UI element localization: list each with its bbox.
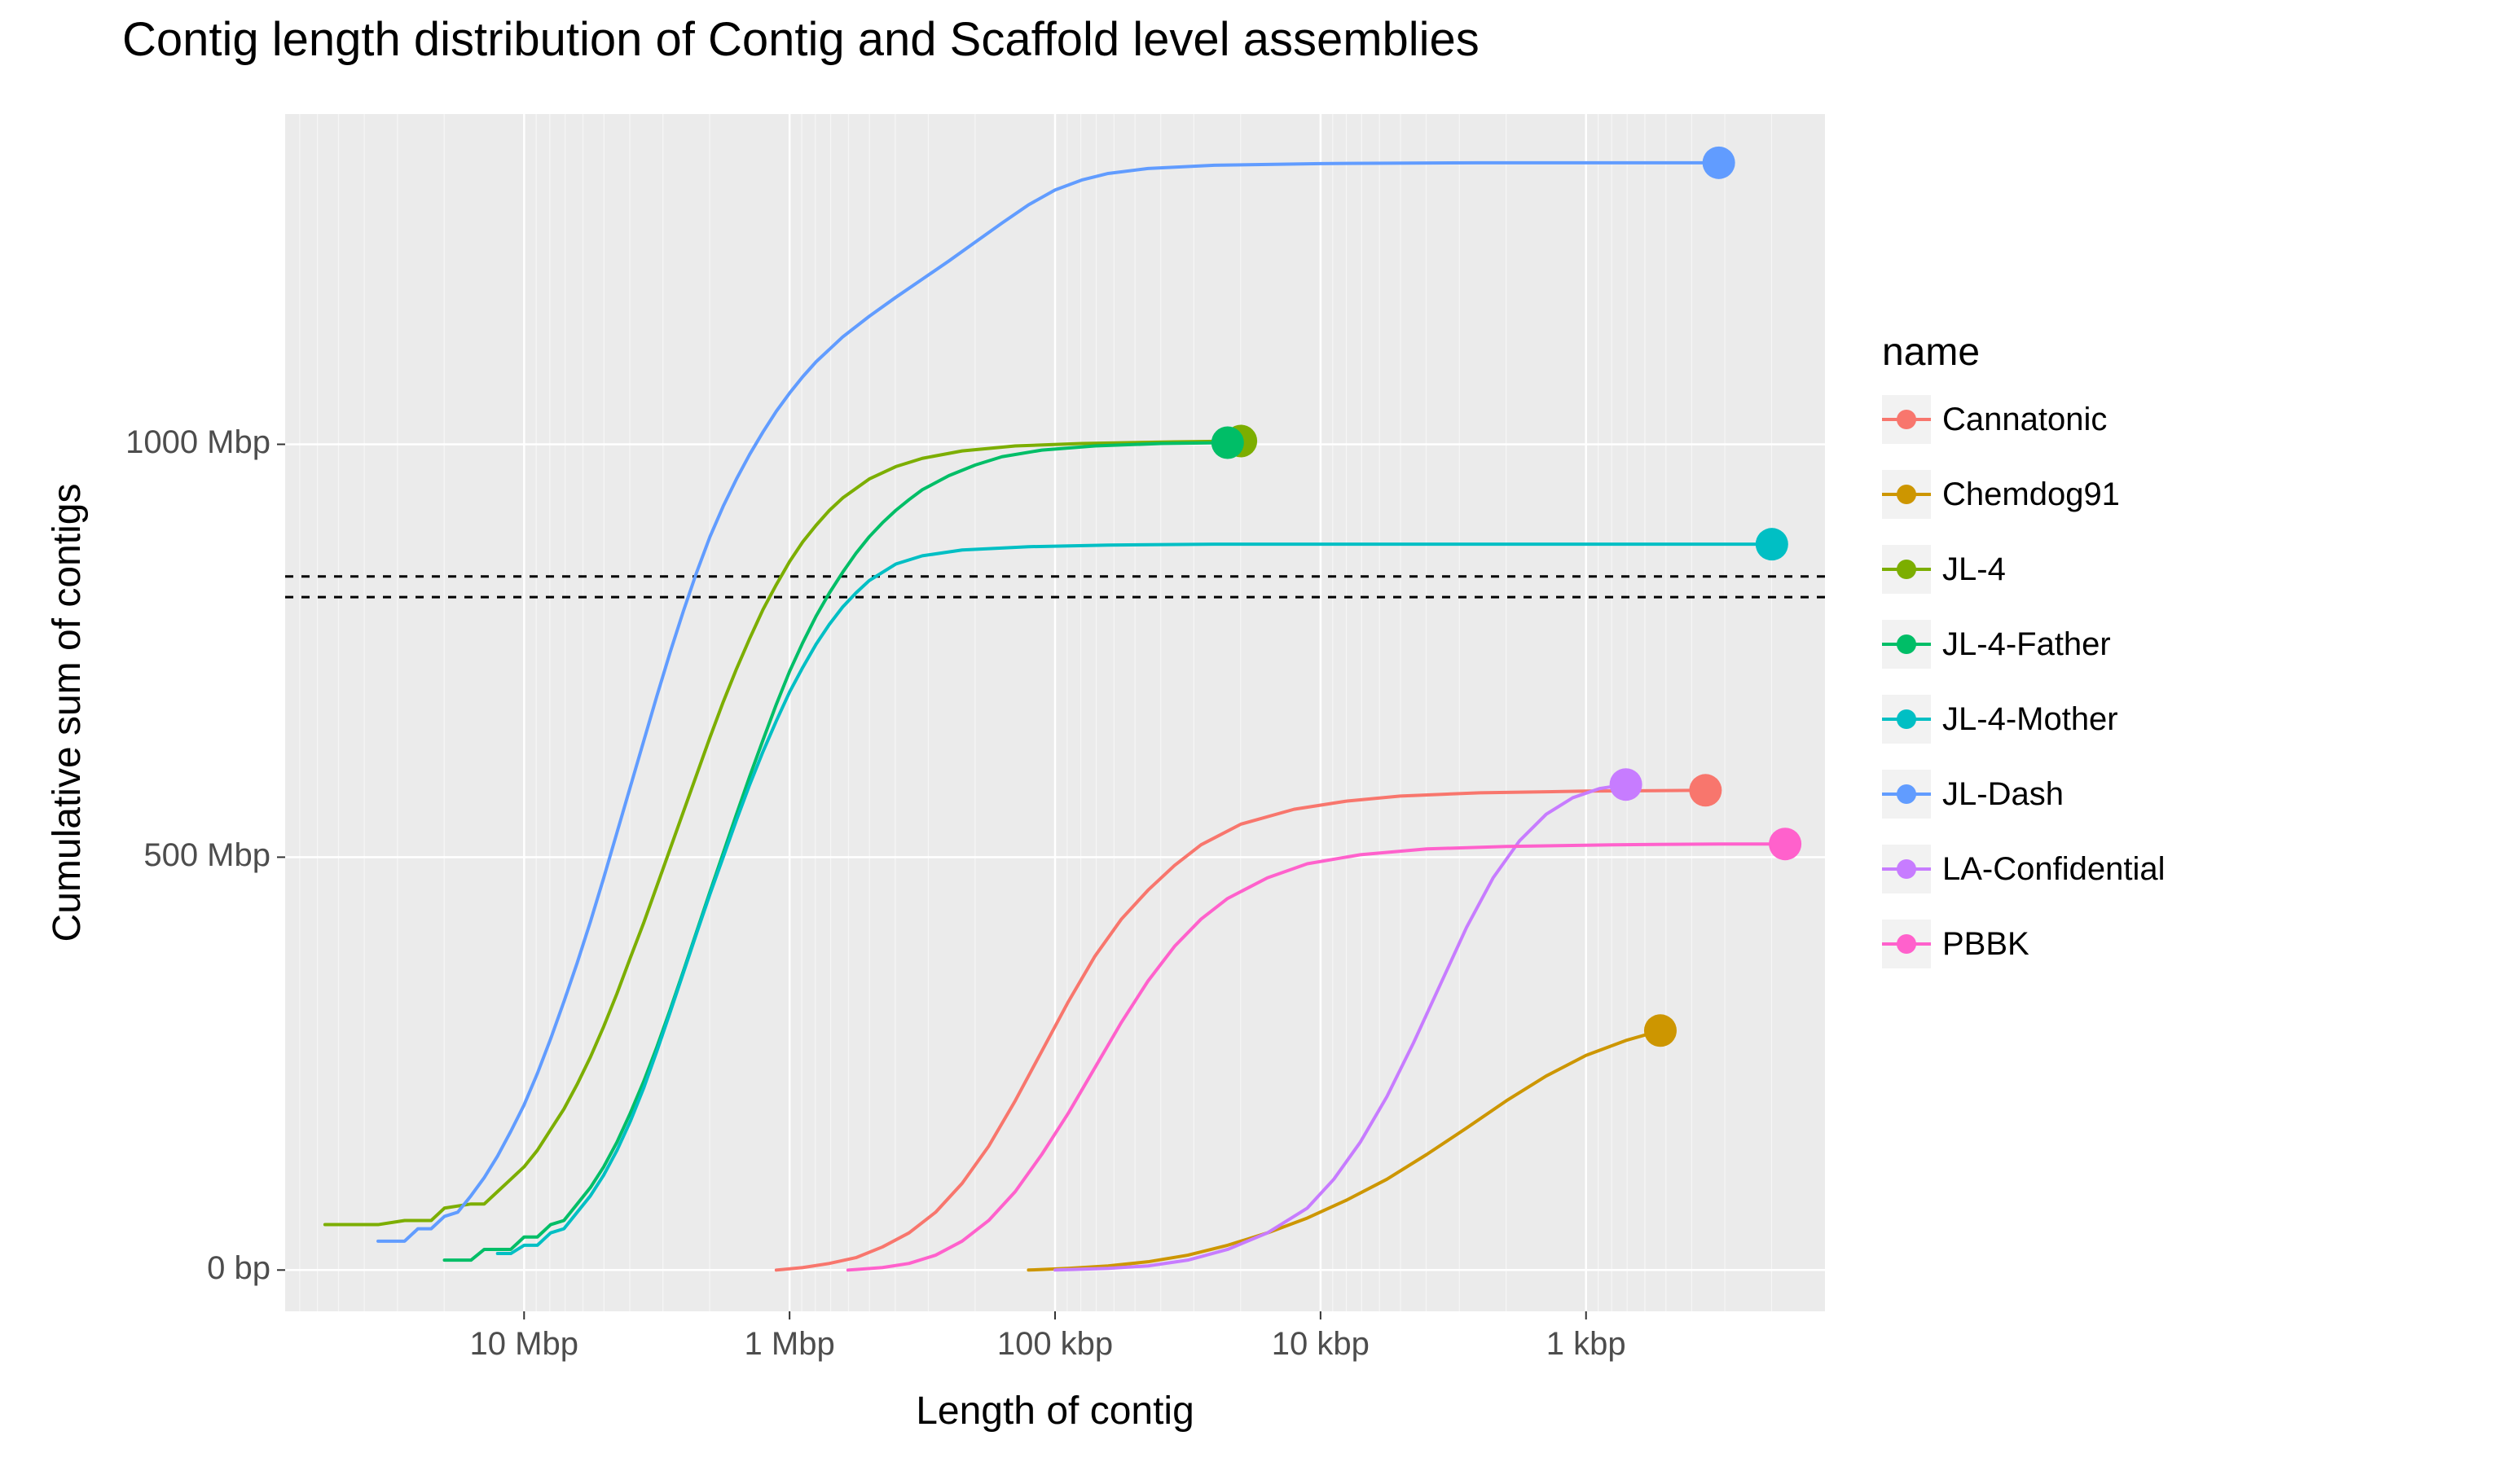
series-end-marker [1211, 426, 1244, 459]
y-tick-label: 500 Mbp [143, 837, 270, 874]
legend-label: Cannatonic [1942, 402, 2107, 438]
legend-key [1882, 620, 1931, 669]
legend-key [1882, 695, 1931, 744]
series-end-marker [1610, 768, 1642, 801]
legend-key [1882, 845, 1931, 893]
legend-item: JL-4-Father [1882, 620, 2111, 669]
x-tick-label: 10 kbp [1223, 1326, 1418, 1363]
legend-label: LA-Confidential [1942, 851, 2166, 888]
legend-item: Cannatonic [1882, 395, 2107, 444]
y-tick-label: 0 bp [207, 1250, 270, 1287]
legend-item: LA-Confidential [1882, 845, 2166, 893]
legend-item: Chemdog91 [1882, 470, 2120, 519]
series-end-marker [1703, 147, 1735, 179]
legend-key [1882, 395, 1931, 444]
x-tick-label: 1 Mbp [692, 1326, 887, 1363]
y-tick-label: 1000 Mbp [125, 424, 270, 461]
legend-label: JL-4 [1942, 551, 2006, 588]
x-tick-label: 100 kbp [957, 1326, 1153, 1363]
series-end-marker [1644, 1014, 1677, 1047]
legend-key [1882, 920, 1931, 968]
plot-area [0, 0, 2502, 1484]
x-tick-label: 10 Mbp [426, 1326, 622, 1363]
series-end-marker [1756, 528, 1788, 560]
legend-key [1882, 545, 1931, 594]
legend-item: JL-Dash [1882, 770, 2064, 819]
x-tick-label: 1 kbp [1488, 1326, 1684, 1363]
legend-key [1882, 770, 1931, 819]
legend-label: JL-4-Father [1942, 626, 2111, 663]
legend-item: PBBK [1882, 920, 2029, 968]
legend-item: JL-4 [1882, 545, 2006, 594]
legend-label: Chemdog91 [1942, 476, 2120, 513]
legend-label: JL-Dash [1942, 776, 2064, 813]
legend-label: JL-4-Mother [1942, 701, 2118, 738]
legend-item: JL-4-Mother [1882, 695, 2118, 744]
legend-label: PBBK [1942, 926, 2029, 963]
legend-key [1882, 470, 1931, 519]
series-end-marker [1769, 828, 1801, 860]
series-end-marker [1689, 774, 1721, 806]
